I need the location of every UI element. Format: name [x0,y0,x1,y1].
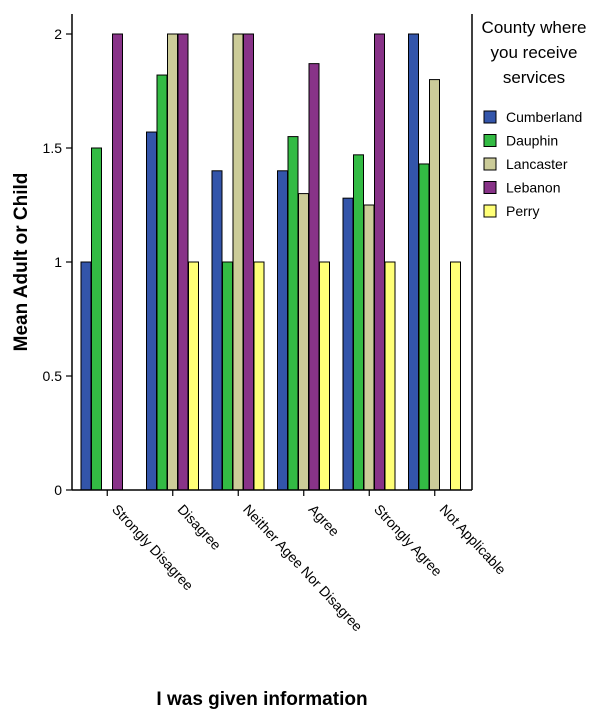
y-ticks-group: 0 0.5 1 1.5 2 [43,26,72,498]
y-axis-title: Mean Adult or Child [11,173,32,352]
bar-perry-3 [319,261,330,491]
legend-swatch-perry [483,204,497,218]
x-tick-label: Agree [306,501,343,539]
y-tick-label: 1 [54,254,62,270]
legend: County where you receive services Cumber… [482,18,587,219]
legend-label-lebanon: Lebanon [506,180,561,196]
legend-title-line-3: services [503,68,565,87]
legend-swatch-lancaster [483,157,497,171]
x-tick-label: Neither Agee Nor Disagree [240,501,366,634]
bar-cumberland-2 [211,170,223,491]
bar-dauphin-0 [91,147,102,491]
bars-group [80,33,461,491]
y-tick-label: 0.5 [43,368,63,384]
bar-cumberland-4 [342,197,354,491]
bar-perry-2 [253,261,265,491]
legend-swatch-dauphin [483,134,497,147]
bar-dauphin-5 [418,163,430,491]
bar-lancaster-3 [298,193,309,491]
legend-title-line-1: County where [482,18,587,37]
bar-dauphin-1 [156,74,168,491]
legend-label-cumberland: Cumberland [506,109,582,125]
legend-label-perry: Perry [506,203,539,219]
y-tick-label: 1.5 [43,140,63,156]
bar-lebanon-3 [308,63,320,491]
bar-perry-4 [384,261,396,491]
y-tick-label: 2 [54,26,62,42]
bar-cumberland-0 [80,261,92,491]
bar-perry-1 [188,261,199,491]
legend-swatch-lebanon [483,181,497,194]
bar-lebanon-0 [112,33,123,491]
bar-lebanon-4 [374,33,385,491]
bar-dauphin-3 [287,136,299,491]
y-tick-label: 0 [54,482,62,498]
bar-lebanon-1 [177,33,189,491]
bar-lebanon-2 [243,33,254,491]
bar-cumberland-5 [408,33,419,491]
bar-lancaster-2 [232,33,244,491]
bar-lancaster-5 [429,79,440,491]
x-tick-label: Disagree [175,501,225,553]
bar-cumberland-1 [146,131,157,491]
bar-cumberland-3 [277,170,288,491]
legend-title-line-2: you receive [491,43,578,62]
bar-lancaster-1 [167,33,178,491]
x-tick-label: Strongly Agree [371,501,445,579]
legend-label-dauphin: Dauphin [506,133,558,149]
x-tick-label: Not Applicable [437,501,510,578]
legend-items: Cumberland Dauphin Lancaster Lebanon Perry [483,109,582,219]
bar-dauphin-2 [222,261,233,491]
legend-swatch-cumberland [483,110,497,124]
bar-perry-5 [450,261,461,491]
bar-lancaster-4 [363,204,375,491]
x-axis-title: I was given information [156,689,367,710]
axes-group [71,14,473,491]
bar-dauphin-4 [353,154,364,491]
legend-label-lancaster: Lancaster [506,156,568,172]
